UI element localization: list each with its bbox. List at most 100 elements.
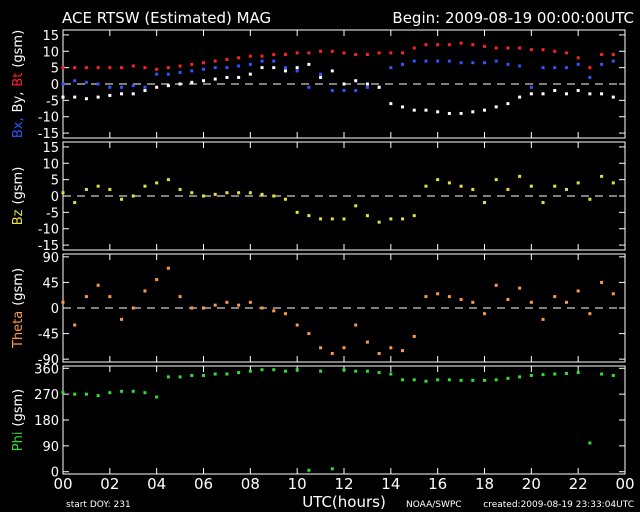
data-point [354, 323, 358, 327]
data-point [61, 82, 65, 86]
data-point [600, 92, 604, 96]
data-point [155, 85, 159, 89]
data-point [424, 379, 428, 383]
x-tick-label: 20 [522, 475, 541, 493]
data-point [283, 312, 287, 316]
x-tick-label: 00 [53, 475, 72, 493]
data-point [576, 62, 580, 66]
data-point [330, 467, 334, 471]
data-point [553, 184, 557, 188]
data-point [342, 89, 346, 93]
data-point [541, 317, 545, 321]
data-point [272, 194, 276, 198]
data-point [541, 201, 545, 205]
y-tick-label: 0 [51, 190, 59, 205]
data-point [96, 394, 100, 398]
data-point [412, 214, 416, 218]
data-point [506, 376, 510, 380]
data-point [518, 64, 522, 68]
data-point [178, 71, 182, 75]
data-point [447, 59, 451, 63]
data-point [553, 49, 557, 53]
y-axis-label: Theta (gsm) [11, 268, 26, 349]
data-point [494, 378, 498, 382]
data-point [202, 79, 205, 83]
data-point [471, 61, 475, 65]
data-point [518, 286, 522, 290]
data-point [237, 64, 241, 68]
data-point [553, 295, 557, 299]
data-point [272, 66, 276, 70]
data-point [401, 378, 405, 382]
data-point [61, 191, 65, 195]
data-point [319, 72, 323, 76]
y-tick-label: -15 [38, 127, 59, 142]
data-point [377, 51, 381, 55]
data-point [494, 283, 498, 287]
legend-entry: Bx, [11, 117, 26, 138]
data-point [506, 46, 510, 50]
data-point [365, 340, 369, 344]
y-tick-label: 270 [34, 388, 59, 403]
data-point [330, 351, 334, 355]
x-tick-label: 02 [100, 475, 119, 493]
y-tick-label: -15 [38, 239, 59, 254]
data-point [96, 283, 100, 287]
data-point [611, 292, 615, 296]
data-point [202, 67, 205, 71]
data-point [342, 368, 346, 372]
data-point [447, 43, 451, 47]
data-point [213, 77, 217, 81]
data-point [518, 46, 522, 50]
created-time: created:2009-08-19 23:33:04UTC [483, 500, 634, 510]
legend-entry: Bz [11, 209, 26, 225]
data-point [576, 89, 580, 93]
data-point [529, 48, 533, 52]
data-point [155, 181, 159, 185]
data-point [412, 378, 416, 382]
data-point [120, 85, 124, 89]
data-point [365, 82, 369, 86]
data-point [506, 187, 510, 191]
data-point [342, 82, 346, 86]
data-point [96, 82, 100, 86]
y-tick-label: -10 [38, 111, 59, 126]
data-point [424, 108, 428, 112]
data-point [84, 66, 88, 70]
data-point [471, 300, 475, 304]
data-point [483, 61, 486, 65]
data-point [155, 72, 159, 76]
data-point [260, 59, 264, 63]
source: NOAA/SWPC [406, 500, 462, 510]
y-tick-label: -45 [38, 328, 59, 343]
data-point [436, 378, 440, 382]
data-point [588, 92, 592, 96]
data-point [459, 297, 463, 301]
data-point [412, 334, 416, 338]
data-point [213, 192, 217, 196]
data-point [319, 346, 323, 350]
data-point [131, 389, 135, 393]
legend-entry: By, [11, 92, 26, 113]
data-point [143, 89, 147, 93]
data-point [447, 378, 451, 382]
y-tick-label: 10 [42, 157, 59, 172]
data-point [389, 66, 393, 70]
data-point [459, 378, 463, 382]
x-tick-label: 04 [147, 475, 166, 493]
data-point [166, 178, 170, 182]
y-axis-label: Bx, By, Bt (gsm) [11, 30, 26, 138]
data-point [518, 95, 522, 99]
data-point [588, 312, 592, 316]
data-point [447, 295, 451, 299]
y-axis-unit: (gsm) [11, 167, 26, 205]
data-point [494, 105, 498, 109]
data-point [506, 297, 510, 301]
data-point [283, 69, 287, 73]
data-point [307, 214, 311, 218]
data-point [248, 191, 252, 195]
data-point [529, 184, 533, 188]
data-point [202, 306, 205, 310]
data-point [131, 84, 135, 88]
